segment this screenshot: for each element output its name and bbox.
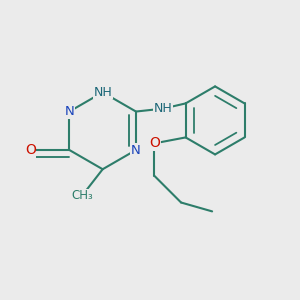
Text: O: O	[25, 143, 36, 157]
Text: CH₃: CH₃	[71, 189, 93, 203]
Text: NH: NH	[93, 86, 112, 99]
Text: O: O	[149, 136, 160, 150]
Text: N: N	[64, 105, 74, 118]
Text: NH: NH	[154, 102, 173, 115]
Text: N: N	[131, 143, 141, 157]
